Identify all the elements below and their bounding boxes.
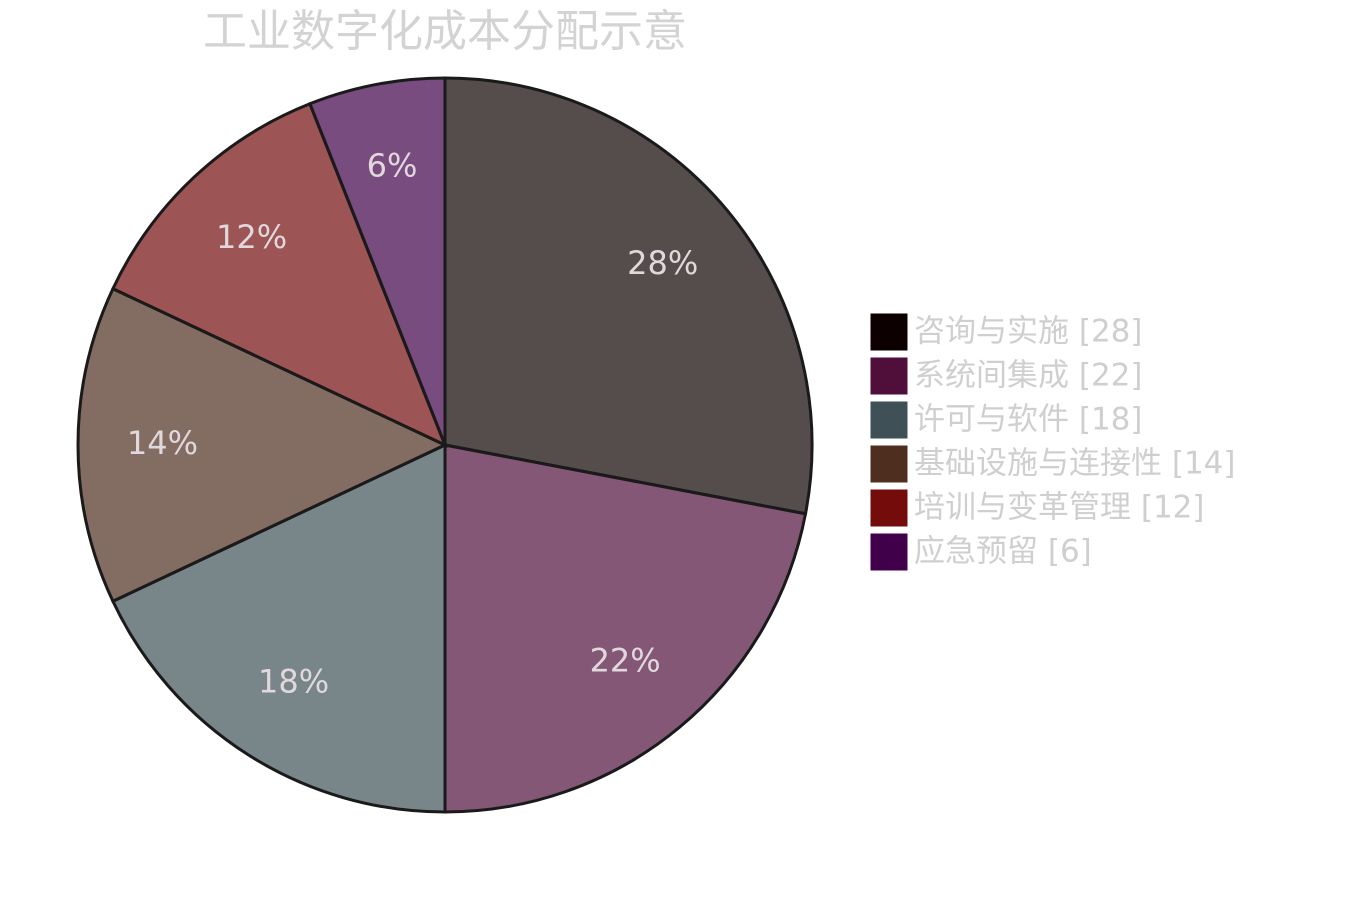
legend-label: 应急预留 [6] [914, 534, 1092, 570]
legend-swatch [869, 356, 909, 396]
chart-title: 工业数字化成本分配示意 [203, 6, 687, 57]
slice-label: 28% [627, 244, 698, 282]
pie-slice [110, 442, 447, 814]
pie-slice [110, 101, 448, 448]
slice-label: 14% [127, 424, 198, 462]
legend-swatch [869, 312, 909, 352]
legend-label: 培训与变革管理 [12] [914, 490, 1205, 526]
pie-slice [307, 76, 447, 446]
pie-slice [443, 443, 808, 814]
legend-swatch [869, 532, 909, 572]
pie-slice [443, 76, 814, 516]
pie-slice [76, 286, 449, 604]
legend-swatch [869, 488, 909, 528]
slice-label: 6% [367, 146, 418, 184]
legend-label: 咨询与实施 [28] [914, 314, 1143, 350]
slice-label: 12% [216, 218, 287, 256]
legend-label: 基础设施与连接性 [14] [914, 446, 1236, 482]
legend-label: 系统间集成 [22] [914, 358, 1143, 394]
slice-label: 18% [258, 663, 329, 701]
legend-swatch [869, 444, 909, 484]
legend-swatch [869, 400, 909, 440]
slice-label: 22% [590, 642, 661, 680]
legend-label: 许可与软件 [18] [914, 402, 1143, 438]
